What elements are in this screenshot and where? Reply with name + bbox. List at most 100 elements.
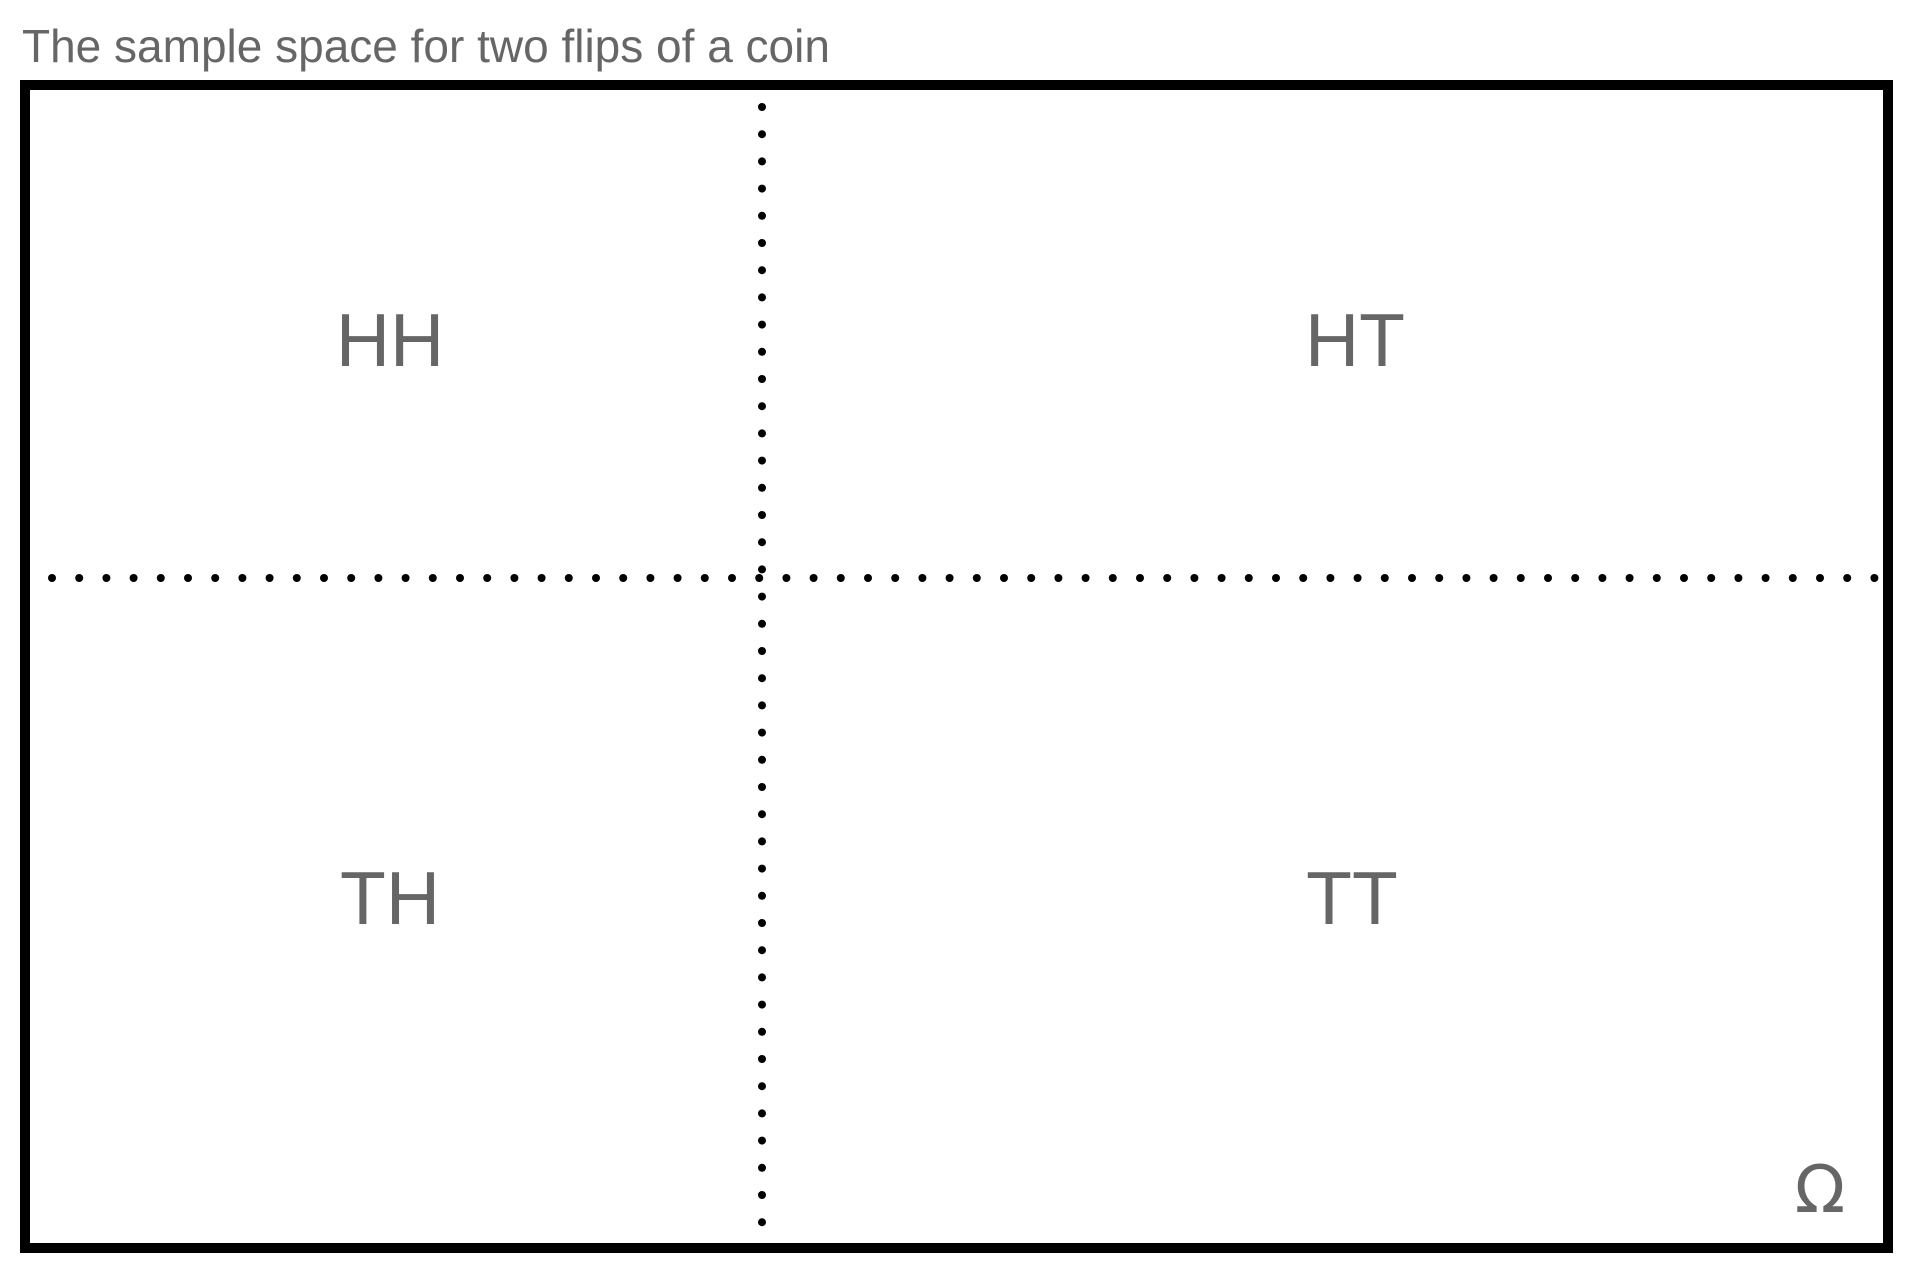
divider-dot	[758, 592, 766, 601]
diagram-title: The sample space for two flips of a coin	[22, 20, 830, 72]
divider-dot	[728, 574, 736, 582]
divider-dot	[1408, 574, 1416, 582]
divider-dot	[809, 574, 818, 582]
divider-dot	[918, 574, 927, 582]
divider-dot	[758, 1109, 766, 1118]
divider-dot	[758, 347, 766, 356]
divider-dot	[1843, 574, 1852, 582]
divider-dot	[1326, 574, 1335, 582]
divider-dot	[48, 574, 56, 582]
divider-dot	[1299, 574, 1308, 582]
divider-dot	[758, 837, 766, 846]
divider-dot	[758, 701, 766, 710]
divider-dot	[646, 574, 655, 582]
divider-dot	[758, 1191, 766, 1199]
divider-dot	[401, 574, 410, 582]
divider-dot	[758, 864, 766, 873]
divider-dot	[758, 375, 766, 383]
divider-dot	[758, 919, 766, 927]
divider-dot	[1136, 574, 1144, 582]
sample-space-border	[20, 80, 1893, 1253]
outcome-th-label: TH	[340, 856, 440, 940]
divider-dot	[758, 429, 766, 438]
divider-dot	[1054, 574, 1063, 582]
divider-dot	[758, 538, 766, 547]
divider-dot	[758, 1082, 766, 1091]
divider-dot	[320, 574, 328, 582]
divider-dot	[1081, 574, 1090, 582]
omega-symbol: Ω	[1795, 1151, 1845, 1228]
divider-dot	[755, 574, 764, 582]
divider-dot	[211, 574, 220, 582]
divider-dot	[1571, 574, 1580, 582]
divider-dot	[758, 946, 766, 955]
divider-dot	[1163, 574, 1172, 582]
divider-dot	[758, 1163, 766, 1172]
divider-dot	[945, 574, 954, 582]
divider-dot	[864, 574, 872, 582]
divider-dot	[1816, 574, 1824, 582]
outcome-ht-label: HT	[1305, 298, 1405, 382]
divider-dot	[102, 574, 111, 582]
divider-dot	[758, 728, 766, 737]
divider-dot	[1761, 574, 1770, 582]
outcome-hh-label: HH	[336, 298, 444, 382]
divider-dot	[758, 184, 766, 193]
divider-dot	[428, 574, 437, 582]
divider-dot	[758, 810, 766, 819]
divider-dot	[758, 1055, 766, 1063]
divider-dot	[673, 574, 682, 582]
divider-dot	[1272, 574, 1280, 582]
divider-dot	[1734, 574, 1743, 582]
divider-dot	[564, 574, 573, 582]
divider-dot	[1353, 574, 1362, 582]
divider-dot	[129, 574, 138, 582]
divider-dot	[758, 293, 766, 302]
divider-dot	[782, 574, 791, 582]
divider-dot	[758, 157, 766, 166]
divider-dot	[758, 1027, 766, 1036]
divider-dot	[619, 574, 628, 582]
divider-dot	[1027, 574, 1036, 582]
divider-dot	[483, 574, 492, 582]
divider-dot	[184, 574, 192, 582]
divider-dot	[891, 574, 900, 582]
divider-dot	[1516, 574, 1525, 582]
divider-dot	[1652, 574, 1661, 582]
divider-dot	[836, 574, 845, 582]
divider-dot	[537, 574, 546, 582]
divider-dot	[758, 483, 766, 492]
divider-dot	[347, 574, 356, 582]
divider-dot	[758, 755, 766, 764]
divider-dot	[592, 574, 600, 582]
divider-dot	[238, 574, 247, 582]
divider-dot	[758, 211, 766, 220]
divider-dot	[758, 103, 766, 111]
divider-dot	[1489, 574, 1498, 582]
divider-dot	[1108, 574, 1117, 582]
divider-dot	[1870, 574, 1879, 582]
divider-dot	[972, 574, 981, 582]
divider-dot	[1598, 574, 1607, 582]
divider-dot	[1435, 574, 1444, 582]
divider-dot	[758, 1218, 766, 1227]
divider-dot	[1380, 574, 1389, 582]
divider-dot	[758, 511, 766, 519]
divider-dot	[758, 891, 766, 900]
divider-dot	[265, 574, 274, 582]
divider-dot	[758, 565, 766, 574]
divider-dot	[758, 1000, 766, 1009]
divider-dot	[1625, 574, 1634, 582]
divider-dot	[156, 574, 165, 582]
divider-dot	[75, 574, 84, 582]
divider-dot	[758, 320, 766, 329]
divider-dot	[758, 973, 766, 982]
divider-dot	[1680, 574, 1688, 582]
divider-dot	[1217, 574, 1226, 582]
outcome-tt-label: TT	[1306, 856, 1398, 940]
divider-dot	[758, 239, 766, 247]
divider-dot	[758, 647, 766, 655]
divider-dot	[510, 574, 519, 582]
divider-dot	[456, 574, 464, 582]
